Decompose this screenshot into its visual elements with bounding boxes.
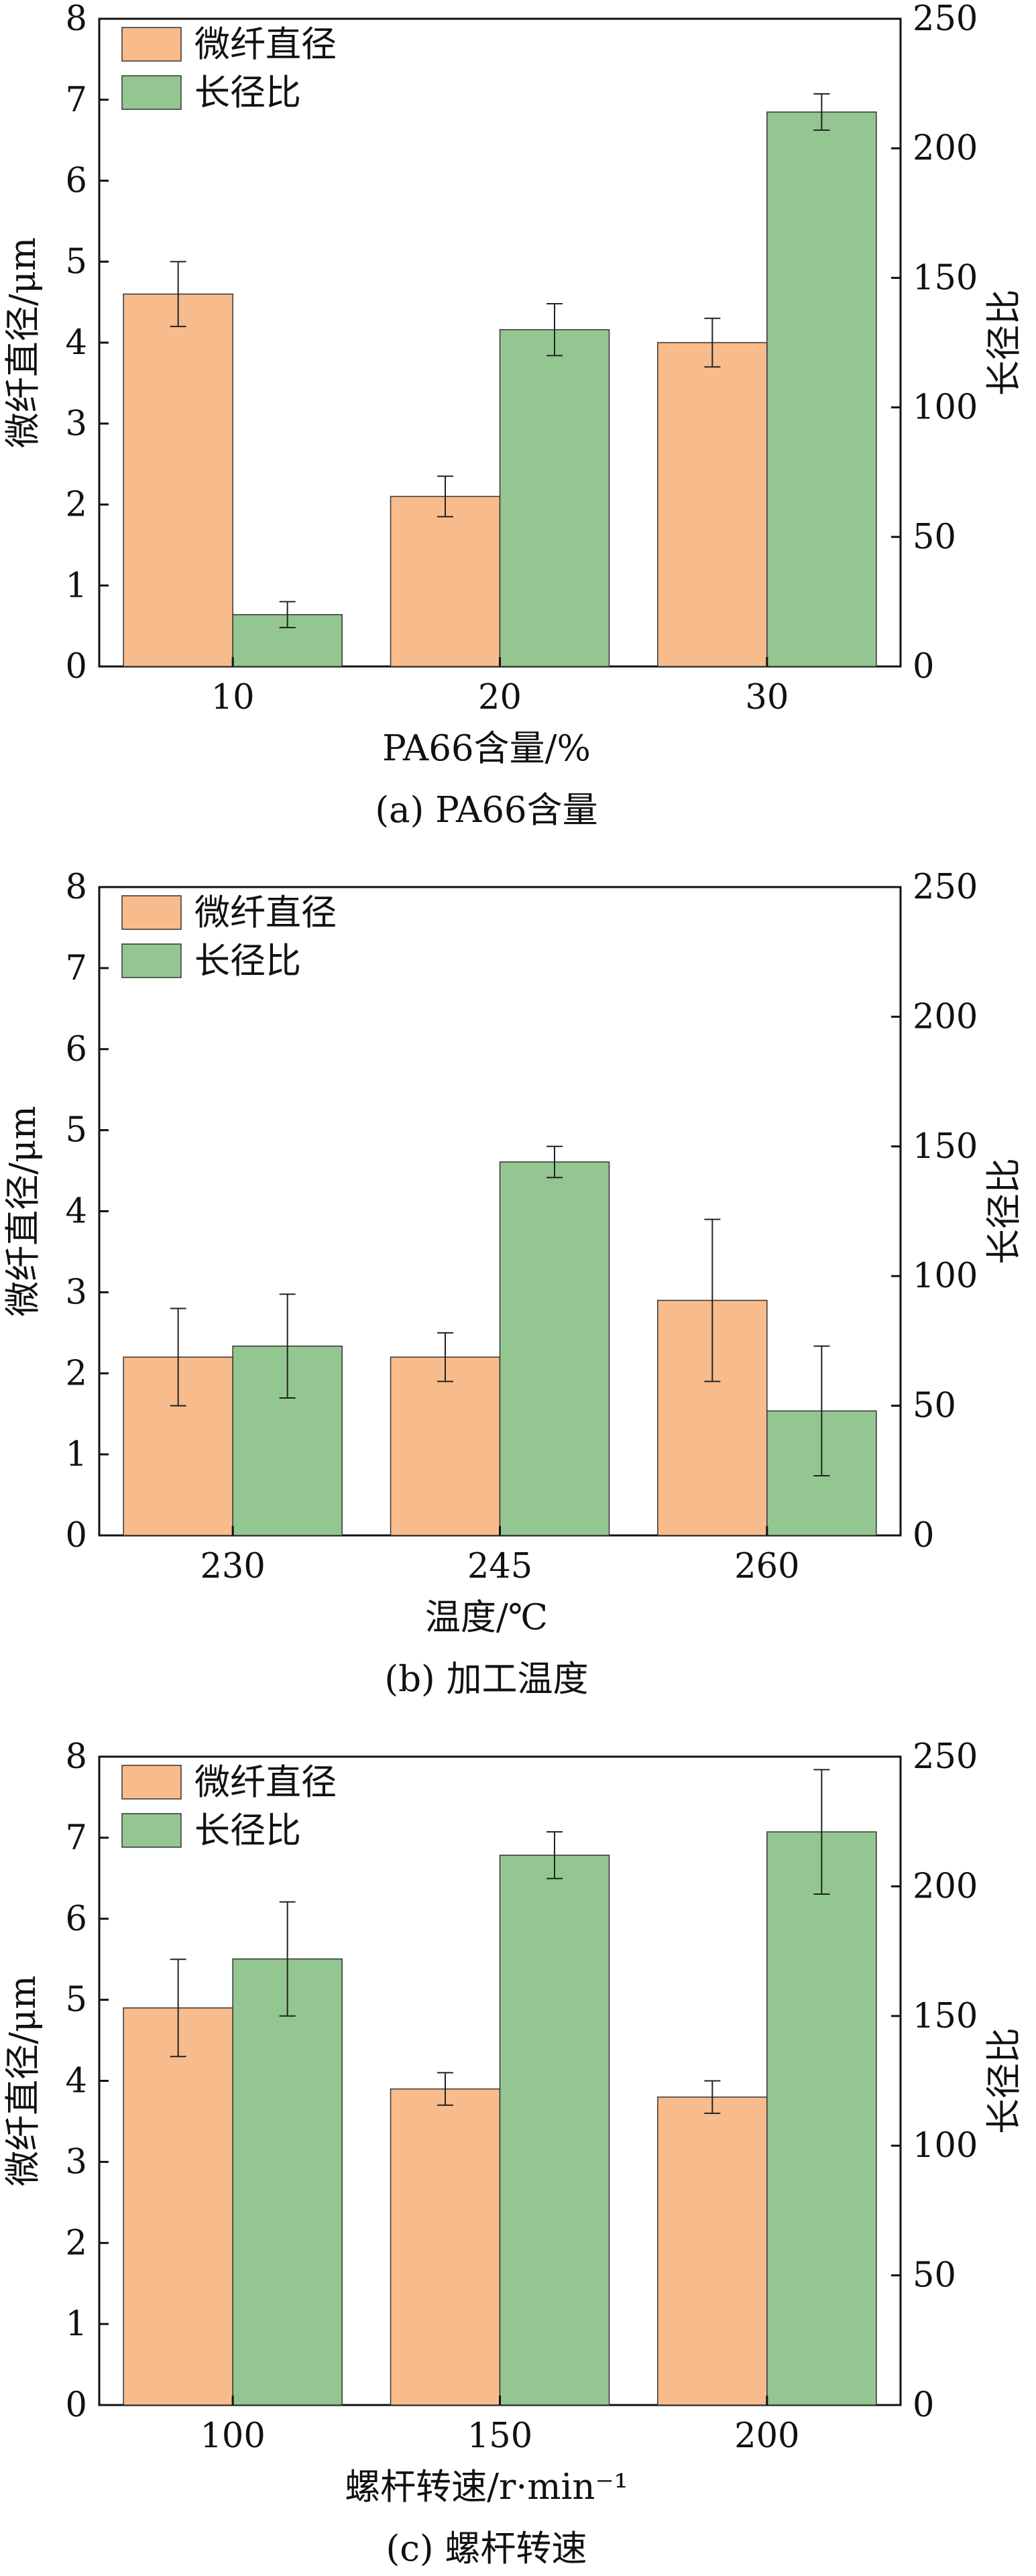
legend-swatch-aspect-ratio: [121, 1813, 182, 1848]
y-right-tick-label: 250: [913, 868, 978, 907]
bar-aspect-ratio-150: [499, 1855, 610, 2406]
y-right-tick-label: 100: [913, 2126, 978, 2166]
y-left-tick-label: 3: [66, 2142, 87, 2182]
bar-diameter-245: [390, 1356, 501, 1536]
y-right-tick-label: 250: [913, 0, 978, 39]
y-left-tick-label: 7: [66, 949, 87, 988]
y-right-tick-label: 100: [913, 388, 978, 428]
x-tick-label: 200: [734, 2416, 799, 2456]
y-right-tick-label: 200: [913, 1867, 978, 1906]
bar-diameter-100: [123, 2007, 233, 2406]
y-right-tick-label: 0: [913, 647, 934, 687]
y-right-axis-label: 长径比: [984, 1158, 1025, 1265]
chart-panel-b: 0 1 2 3 4 5 6 7 8 0 50 100 150 200 250 230 245 260 温度/℃ 微纤直…: [3, 868, 1025, 1700]
y-left-axis-label: 微纤直径/μm: [3, 237, 44, 449]
chart-panel-a: 0 1 2 3 4 5 6 7 8 0 50 100 150 200 250 10 20 30 PA66含量/% 微纤…: [3, 0, 1025, 831]
bar-diameter-150: [390, 2088, 501, 2406]
y-right-tick-label: 50: [913, 518, 956, 557]
y-left-tick-label: 2: [66, 485, 87, 525]
x-tick-label: 100: [200, 2416, 265, 2456]
legend-label: 微纤直径: [194, 892, 337, 933]
y-left-tick-label: 4: [66, 2062, 87, 2101]
legend-swatch-diameter: [121, 27, 182, 62]
bar-diameter-30: [657, 342, 768, 667]
y-left-tick-label: 4: [66, 1192, 87, 1232]
x-tick-label: 10: [211, 678, 255, 717]
legend-swatch-diameter: [121, 895, 182, 930]
y-left-tick-label: 1: [66, 566, 87, 605]
y-left-tick-label: 3: [66, 1273, 87, 1312]
y-left-tick-label: 6: [66, 1899, 87, 1939]
y-left-tick-label: 1: [66, 1435, 87, 1474]
y-left-tick-label: 1: [66, 2304, 87, 2344]
x-tick-label: 150: [467, 2416, 532, 2456]
legend-swatch-aspect-ratio: [121, 75, 182, 110]
y-left-tick-label: 8: [66, 0, 87, 39]
y-left-tick-label: 5: [66, 242, 87, 282]
y-right-axis-label: 长径比: [984, 2028, 1025, 2134]
y-left-tick-label: 7: [66, 80, 87, 120]
y-right-axis-label: 长径比: [984, 290, 1025, 396]
y-left-tick-label: 6: [66, 1030, 87, 1069]
y-right-tick-label: 150: [913, 258, 978, 298]
y-left-tick-label: 8: [66, 868, 87, 907]
y-left-tick-label: 0: [66, 1516, 87, 1556]
y-left-tick-label: 0: [66, 647, 87, 687]
y-right-tick-label: 50: [913, 2256, 956, 2296]
x-axis-label: 螺杆转速/r·min⁻¹: [345, 2467, 628, 2508]
x-tick-label: 245: [467, 1547, 532, 1586]
y-right-tick-label: 0: [913, 1516, 934, 1556]
y-left-tick-label: 2: [66, 1354, 87, 1393]
bar-aspect-ratio-200: [766, 1831, 877, 2406]
bar-diameter-20: [390, 495, 501, 667]
y-left-tick-label: 3: [66, 404, 87, 444]
chart-panel-c: 0 1 2 3 4 5 6 7 8 0 50 100 150 200 250 100 150 200 螺杆转速/r·…: [3, 1737, 1025, 2569]
figure-caption: (b) 加工温度: [384, 1659, 588, 1700]
legend-label: 长径比: [194, 1810, 301, 1851]
x-tick-label: 230: [200, 1547, 265, 1586]
y-left-tick-label: 0: [66, 2386, 87, 2425]
y-right-tick-label: 100: [913, 1256, 978, 1296]
y-left-tick-label: 6: [66, 162, 87, 201]
bar-diameter-10: [123, 293, 233, 667]
legend-swatch-diameter: [121, 1765, 182, 1800]
y-right-tick-label: 0: [913, 2386, 934, 2425]
bar-diameter-200: [657, 2096, 768, 2406]
legend-label: 微纤直径: [194, 24, 337, 65]
figure-caption: (c) 螺杆转速: [386, 2528, 587, 2569]
bar-aspect-ratio-100: [232, 1958, 343, 2406]
bar-aspect-ratio-245: [499, 1161, 610, 1536]
y-right-tick-label: 200: [913, 997, 978, 1037]
y-right-tick-label: 200: [913, 129, 978, 168]
y-left-axis-label: 微纤直径/μm: [3, 1975, 44, 2186]
y-left-axis-label: 微纤直径/μm: [3, 1106, 44, 1317]
bar-aspect-ratio-30: [766, 111, 877, 667]
y-left-tick-label: 2: [66, 2223, 87, 2263]
y-right-tick-label: 250: [913, 1737, 978, 1777]
legend-swatch-aspect-ratio: [121, 943, 182, 978]
y-left-tick-label: 5: [66, 1981, 87, 2020]
legend-label: 长径比: [194, 72, 301, 113]
y-right-tick-label: 50: [913, 1387, 956, 1426]
x-axis-label: 温度/℃: [425, 1597, 548, 1638]
y-left-tick-label: 4: [66, 323, 87, 363]
y-right-tick-label: 150: [913, 1997, 978, 2036]
y-left-tick-label: 5: [66, 1111, 87, 1151]
y-left-tick-label: 7: [66, 1818, 87, 1858]
legend-label: 微纤直径: [194, 1762, 337, 1803]
y-left-tick-label: 8: [66, 1737, 87, 1777]
bar-aspect-ratio-20: [499, 329, 610, 667]
legend-label: 长径比: [194, 941, 301, 982]
x-tick-label: 20: [478, 678, 522, 717]
x-tick-label: 30: [745, 678, 789, 717]
figure-caption: (a) PA66含量: [375, 790, 597, 831]
x-axis-label: PA66含量/%: [382, 728, 591, 769]
x-tick-label: 260: [734, 1547, 799, 1586]
y-right-tick-label: 150: [913, 1127, 978, 1167]
